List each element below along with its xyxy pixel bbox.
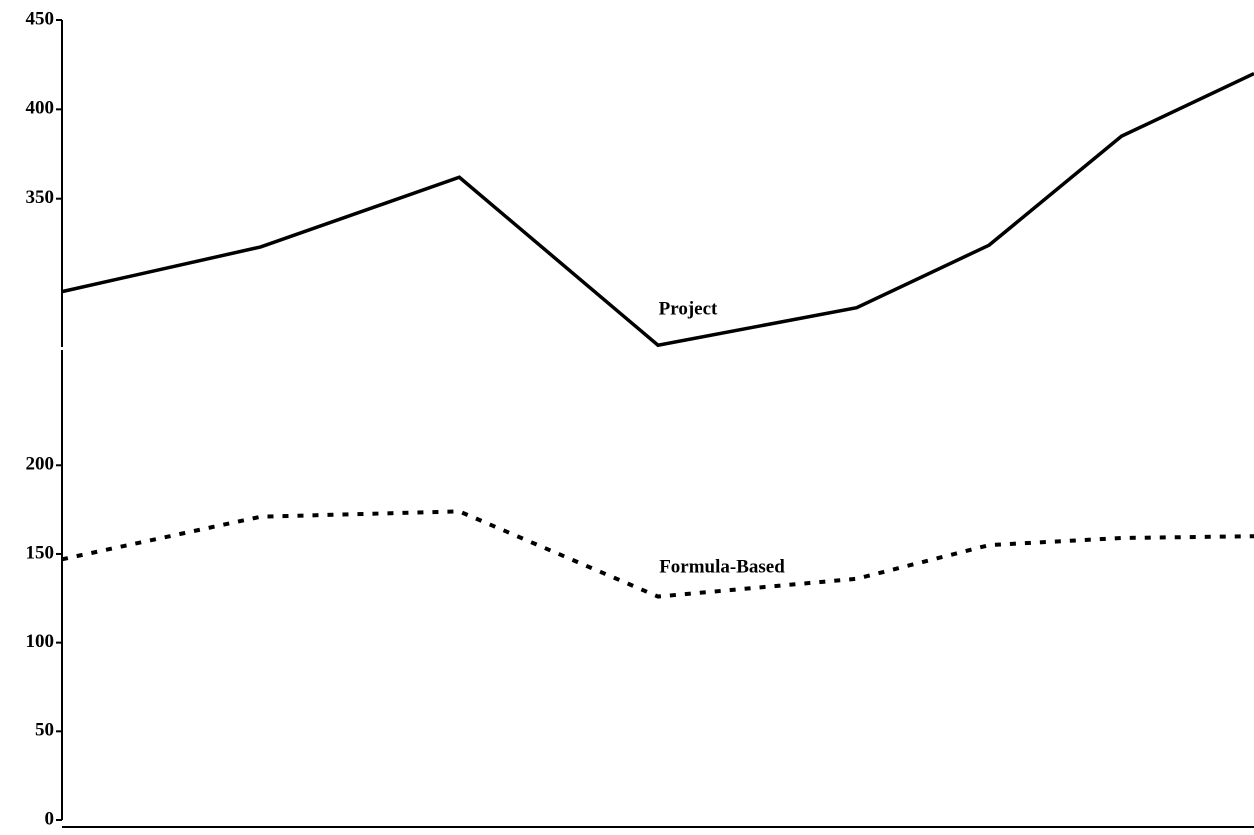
y-tick-label: 400 xyxy=(26,98,55,119)
series-line xyxy=(61,509,1254,599)
series-line xyxy=(61,72,1254,348)
series-label: Formula-Based xyxy=(659,556,785,577)
y-tick-label: 150 xyxy=(26,542,55,563)
y-tick-label: 200 xyxy=(26,454,55,475)
series-label: Project xyxy=(659,298,718,319)
y-tick-label: 0 xyxy=(45,808,55,829)
y-tick-label: 350 xyxy=(26,187,55,208)
y-tick-label: 450 xyxy=(26,8,55,29)
y-tick-label: 50 xyxy=(35,720,54,741)
y-tick-label: 100 xyxy=(26,631,55,652)
